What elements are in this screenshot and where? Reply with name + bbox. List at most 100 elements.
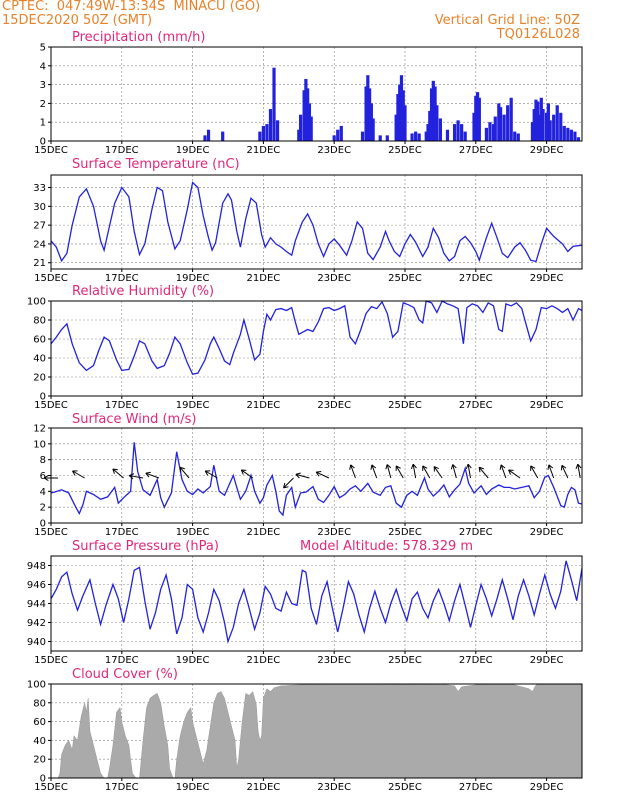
x-tick-label: 21DEC: [247, 273, 281, 284]
precip-bar: [424, 131, 428, 141]
precip-bar: [498, 107, 503, 141]
precip-bar: [513, 131, 517, 141]
y-tick-label: 3: [40, 80, 46, 91]
wind-arrow-head: [395, 465, 401, 469]
x-tick-label: 17DEC: [105, 145, 139, 156]
precip-bar: [566, 127, 570, 141]
precip-bar: [516, 133, 520, 141]
station-line: CPTEC: 047:49W-13:34S MINACU (GO): [2, 0, 261, 14]
x-tick-label: 15DEC: [34, 400, 68, 411]
panel-title: Surface Pressure (hPa): [72, 539, 219, 554]
precip-bar: [569, 129, 573, 141]
precip-bar: [534, 99, 538, 141]
y-tick-label: 24: [33, 239, 46, 250]
panel-title: Cloud Cover (%): [72, 667, 178, 682]
precip-bar: [477, 97, 481, 141]
wind-arrow-head: [350, 464, 355, 469]
panel-5: 940 942 944 946 948 15DEC 17DEC 19DEC 21DEC 23DEC…: [27, 539, 583, 666]
precip-bar: [537, 114, 542, 141]
y-tick-label: 944: [27, 599, 46, 610]
x-tick-label: 27DEC: [459, 655, 493, 666]
panel-title: Surface Temperature (nC): [72, 157, 240, 172]
x-tick-label: 17DEC: [105, 400, 139, 411]
wind-arrow-head: [530, 465, 536, 469]
precip-bar: [460, 124, 464, 141]
precip-bar: [403, 105, 407, 141]
y-tick-label: 27: [33, 221, 46, 232]
wind-arrow: [205, 470, 218, 479]
precip-bar: [548, 120, 552, 141]
precip-bar: [414, 131, 418, 141]
x-tick-label: 29DEC: [530, 527, 564, 538]
x-tick-label: 19DEC: [176, 400, 210, 411]
wind-arrow: [467, 464, 471, 479]
x-tick-label: 21DEC: [247, 145, 281, 156]
x-tick-label: 27DEC: [459, 273, 493, 284]
x-tick-label: 19DEC: [176, 273, 210, 284]
precip-bar: [399, 75, 404, 141]
precip-bar: [484, 127, 489, 141]
wind-arrow-head: [547, 464, 550, 470]
wind-arrow-head: [433, 466, 439, 470]
y-tick-label: 21: [33, 258, 46, 269]
x-tick-label: 25DEC: [388, 782, 422, 793]
y-tick-label: 2: [40, 99, 46, 110]
x-tick-label: 27DEC: [459, 145, 493, 156]
wind-arrow-head: [72, 470, 76, 476]
wind-arrow-head: [179, 466, 185, 470]
precip-bar: [336, 129, 340, 141]
precip-bar: [433, 86, 437, 141]
wind-arrow-head: [128, 475, 134, 480]
precip-bar: [506, 105, 510, 141]
x-tick-label: 19DEC: [176, 527, 210, 538]
y-tick-label: 0: [40, 519, 46, 530]
precip-bar: [203, 135, 207, 141]
wind-arrow-head: [43, 477, 49, 482]
x-tick-label: 29DEC: [530, 400, 564, 411]
x-tick-label: 23DEC: [317, 782, 351, 793]
precip-bar: [398, 84, 402, 141]
x-tick-label: 25DEC: [388, 655, 422, 666]
precip-bar: [394, 114, 398, 141]
precip-bar: [472, 112, 476, 141]
precip-bar: [541, 109, 545, 141]
precip-bar: [456, 120, 460, 141]
x-tick-label: 25DEC: [388, 145, 422, 156]
precip-bar: [339, 125, 343, 141]
wind-arrow-head: [145, 471, 151, 474]
x-tick-label: 21DEC: [247, 655, 281, 666]
wind-arrow: [530, 465, 539, 479]
x-tick-label: 17DEC: [105, 782, 139, 793]
wind-arrow-head: [560, 465, 563, 471]
precip-bar: [488, 122, 492, 141]
x-tick-label: 23DEC: [317, 273, 351, 284]
y-tick-label: 40: [33, 736, 46, 747]
series-line: [50, 442, 583, 517]
series-line: [50, 181, 583, 263]
precip-bar: [428, 110, 432, 141]
precip-bar: [530, 122, 535, 141]
x-tick-label: 23DEC: [317, 655, 351, 666]
y-tick-label: 20: [33, 373, 46, 384]
wind-arrow: [508, 469, 521, 479]
precip-bar: [364, 86, 368, 141]
wind-arrow-head: [412, 463, 417, 469]
wind-arrow-head: [508, 469, 512, 475]
panel-frame: [50, 46, 583, 142]
precip-bar: [297, 129, 301, 141]
x-tick-label: 19DEC: [176, 782, 210, 793]
wind-arrow-head: [575, 464, 579, 470]
wind-arrow-head: [465, 464, 469, 470]
precip-bar: [417, 133, 421, 141]
wind-arrow: [179, 466, 190, 479]
precip-bar: [539, 97, 543, 141]
wind-arrow-head: [500, 464, 506, 469]
y-tick-label: 80: [33, 316, 46, 327]
x-tick-label: 23DEC: [317, 145, 351, 156]
precip-bar: [474, 95, 478, 141]
x-tick-label: 27DEC: [459, 527, 493, 538]
x-tick-label: 29DEC: [530, 273, 564, 284]
wind-arrow-head: [385, 464, 388, 470]
wind-arrow-head: [283, 482, 286, 489]
precip-bar: [360, 131, 365, 141]
